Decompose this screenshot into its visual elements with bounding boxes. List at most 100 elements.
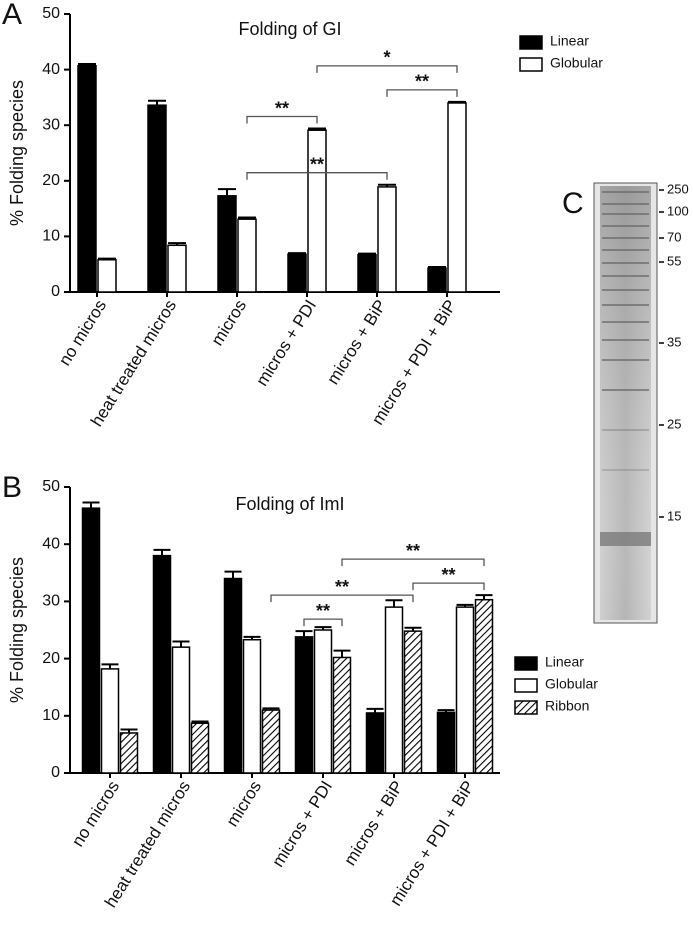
legend-label: Globular [550,55,603,71]
y-tick-label: 50 [42,5,60,22]
significance-label: ** [441,565,455,585]
bar [81,507,101,774]
y-tick-label: 30 [42,593,60,610]
bar [237,218,257,293]
significance-label: ** [335,577,349,597]
error-bar [238,216,256,220]
bar [436,711,456,774]
bar [77,64,97,293]
error-bar [428,265,446,269]
panel-label: C [562,187,584,220]
marker-label: 100 [667,203,689,218]
error-bar [314,626,332,630]
legend-label: Ribbon [545,698,589,714]
bar [100,668,120,774]
marker-label: 55 [667,253,681,268]
y-axis-label: % Folding species [7,80,27,226]
significance-label: ** [406,541,420,561]
bar [474,598,494,774]
error-bar [153,548,171,556]
bracket-line [316,65,458,73]
error-bar [78,63,96,66]
bracket-line [270,594,414,603]
bar [294,636,314,774]
bar [455,606,475,774]
marker-label: 250 [667,181,689,196]
bar [171,646,191,774]
legend-label: Linear [550,33,589,49]
bar [147,104,167,293]
error-bar [191,720,209,724]
legend-swatch [519,57,543,72]
error-bar [366,707,384,713]
y-tick-label: 40 [42,61,60,78]
error-bar [98,257,116,260]
legend-swatch [514,700,538,715]
legend-label: Linear [545,654,584,670]
y-tick-label: 20 [42,172,60,189]
bar [365,712,385,774]
error-bar [456,603,474,608]
bracket-line [246,115,318,124]
error-bar [120,728,138,733]
panel-label: B [2,471,22,504]
error-bar [224,570,242,579]
bar [377,186,397,293]
bracket-line [412,582,485,591]
y-tick-label: 40 [42,535,60,552]
error-bar [308,127,326,131]
bracket-line [386,89,458,97]
error-bar [148,99,166,106]
significance-label: * [383,48,390,68]
significance-label: ** [415,72,429,92]
significance-label: ** [316,601,330,621]
marker-label: 70 [667,229,681,244]
x-tick-label: no micros [68,777,123,850]
y-tick-label: 10 [42,707,60,724]
bar [427,267,447,293]
marker-label: 15 [667,508,681,523]
bar [447,102,467,293]
bar [97,259,117,293]
bar [119,732,139,774]
error-bar [101,663,119,669]
x-tick-label: micros [208,296,251,349]
significance-label: ** [310,154,324,174]
bracket-line [303,618,343,627]
error-bar [475,594,493,600]
bar [167,244,187,293]
significance-bracket: ** [246,154,388,180]
error-bar [437,709,455,713]
gel-image [593,182,658,624]
y-tick-label: 30 [42,116,60,133]
marker-label: 25 [667,416,681,431]
panel-label: A [2,0,22,31]
error-bar [358,252,376,255]
legend-swatch [514,678,538,693]
bar [190,722,210,774]
error-bar [218,188,236,196]
y-axis-label: % Folding species [7,557,27,703]
error-bar [295,630,313,637]
error-bar [82,501,100,509]
x-tick-label: no micros [55,296,110,369]
error-bar [333,649,351,658]
bar [357,253,377,293]
significance-bracket: ** [270,577,414,603]
y-tick-label: 20 [42,650,60,667]
bar [261,709,281,774]
x-tick-label: micros + PDI [252,296,320,389]
error-bar [448,100,466,103]
legend-swatch [519,35,543,50]
error-bar [288,252,306,255]
significance-bracket: ** [386,72,458,97]
significance-bracket: * [316,48,458,73]
y-tick-label: 0 [51,283,60,300]
error-bar [168,242,186,246]
legend-label: Globular [545,676,598,692]
error-bar [404,626,422,632]
bar [152,554,172,774]
bracket-line [246,172,388,180]
error-bar [385,599,403,608]
